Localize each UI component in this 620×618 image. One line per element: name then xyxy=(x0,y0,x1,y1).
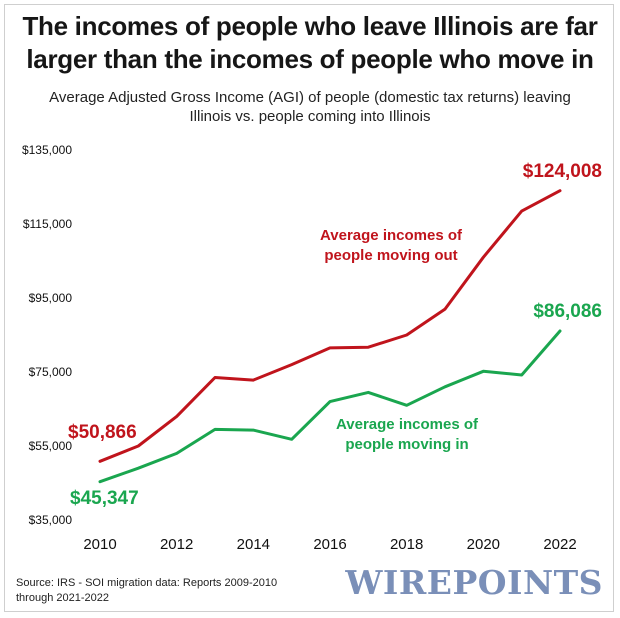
end-value-label-moving-in: $86,086 xyxy=(533,301,602,322)
y-tick-label: $55,000 xyxy=(29,439,73,453)
x-tick-label: 2018 xyxy=(390,536,423,553)
title-line-1: The incomes of people who leave Illinois… xyxy=(22,11,598,41)
series-annotation-moving-out: Average incomes of xyxy=(320,227,463,244)
series-line-moving-out xyxy=(98,189,562,463)
x-tick-label: 2014 xyxy=(237,536,270,553)
x-axis: 2010 2012 2014 2016 2018 2020 2022 xyxy=(83,536,576,553)
chart-subtitle: Average Adjusted Gross Income (AGI) of p… xyxy=(0,88,620,126)
start-value-label-moving-in: $45,347 xyxy=(70,488,139,509)
series-annotation-moving-in: Average incomes of xyxy=(336,416,479,433)
series-annotation-moving-out: people moving out xyxy=(324,247,457,264)
y-axis: $35,000 $55,000 $75,000 $95,000 $115,000 $135… xyxy=(22,143,72,527)
subtitle-line-1: Average Adjusted Gross Income (AGI) of p… xyxy=(49,89,571,106)
y-tick-label: $115,000 xyxy=(23,217,72,231)
y-tick-label: $135,000 xyxy=(22,143,72,157)
wirepoints-logo: WIREPOINTS xyxy=(345,563,603,602)
subtitle-line-2: Illinois vs. people coming into Illinois xyxy=(189,108,431,125)
y-tick-label: $95,000 xyxy=(29,291,73,305)
source-line-2: through 2021-2022 xyxy=(16,592,109,604)
x-tick-label: 2010 xyxy=(83,536,116,553)
series-labels: $50,866 $124,008 $45,347 $86,086 Average inc… xyxy=(68,161,602,509)
x-tick-label: 2016 xyxy=(313,536,346,553)
y-tick-label: $75,000 xyxy=(29,365,73,379)
x-tick-label: 2020 xyxy=(467,536,500,553)
series-annotation-moving-in: people moving in xyxy=(345,436,468,453)
end-value-label-moving-out: $124,008 xyxy=(523,161,602,182)
source-line-1: Source: IRS - SOI migration data: Report… xyxy=(16,577,278,589)
start-value-label-moving-out: $50,866 xyxy=(68,422,137,443)
source-note: Source: IRS - SOI migration data: Report… xyxy=(16,576,277,606)
series-line-moving-in xyxy=(98,329,562,484)
y-tick-label: $35,000 xyxy=(29,513,73,527)
title-line-2: larger than the incomes of people who mo… xyxy=(26,44,594,74)
chart-frame xyxy=(4,4,614,612)
series-lines xyxy=(98,189,562,484)
x-tick-label: 2012 xyxy=(160,536,193,553)
x-tick-label: 2022 xyxy=(543,536,576,553)
chart-title: The incomes of people who leave Illinois… xyxy=(0,10,620,76)
